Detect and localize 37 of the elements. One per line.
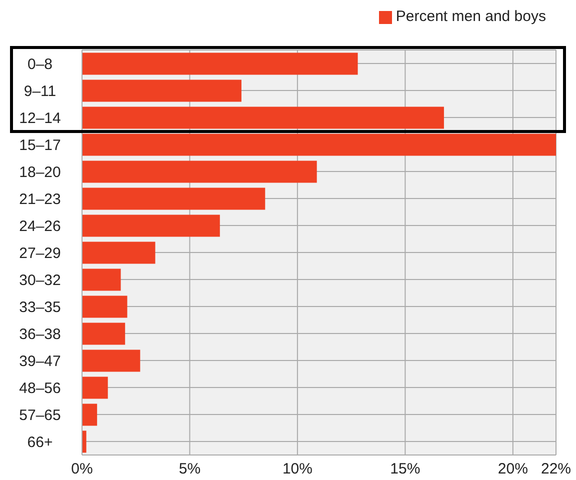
bar	[82, 322, 126, 345]
y-tick-label: 9–11	[24, 82, 56, 100]
y-tick-label: 24–26	[19, 218, 61, 235]
y-tick-label: 30–32	[19, 272, 61, 289]
bar	[82, 52, 358, 75]
y-tick-label: 36–38	[19, 326, 61, 343]
x-tick-label: 10%	[282, 460, 312, 478]
bar	[82, 350, 140, 372]
bar	[82, 134, 556, 156]
x-tick-label: 5%	[178, 460, 201, 478]
y-tick-label: 33–35	[19, 298, 61, 316]
bar	[82, 296, 128, 318]
bar	[82, 242, 156, 264]
bar	[82, 404, 98, 426]
bar	[82, 376, 108, 399]
bar	[82, 80, 242, 102]
y-tick-label: 18–20	[19, 164, 61, 181]
bar	[82, 214, 220, 237]
bar	[82, 188, 266, 210]
y-tick-label: 48–56	[19, 380, 61, 397]
x-tick-label: 0%	[71, 460, 93, 478]
y-tick-label: 57–65	[19, 406, 61, 424]
bar	[82, 430, 86, 453]
y-tick-label: 21–23	[19, 190, 61, 208]
y-tick-label: 12–14	[19, 110, 61, 127]
bar	[82, 160, 317, 183]
y-tick-label: 39–47	[19, 352, 61, 370]
y-tick-label: 27–29	[19, 244, 61, 262]
bar	[82, 106, 444, 129]
y-tick-label: 66+	[27, 434, 53, 451]
y-tick-label: 0–8	[27, 56, 53, 73]
x-tick-label: 20%	[498, 460, 528, 478]
legend-label: Percent men and boys	[396, 8, 546, 25]
bar	[82, 268, 121, 291]
y-tick-label: 15–17	[19, 136, 61, 154]
x-tick-label: 15%	[390, 460, 420, 478]
x-tick-label: 22%	[540, 460, 572, 478]
